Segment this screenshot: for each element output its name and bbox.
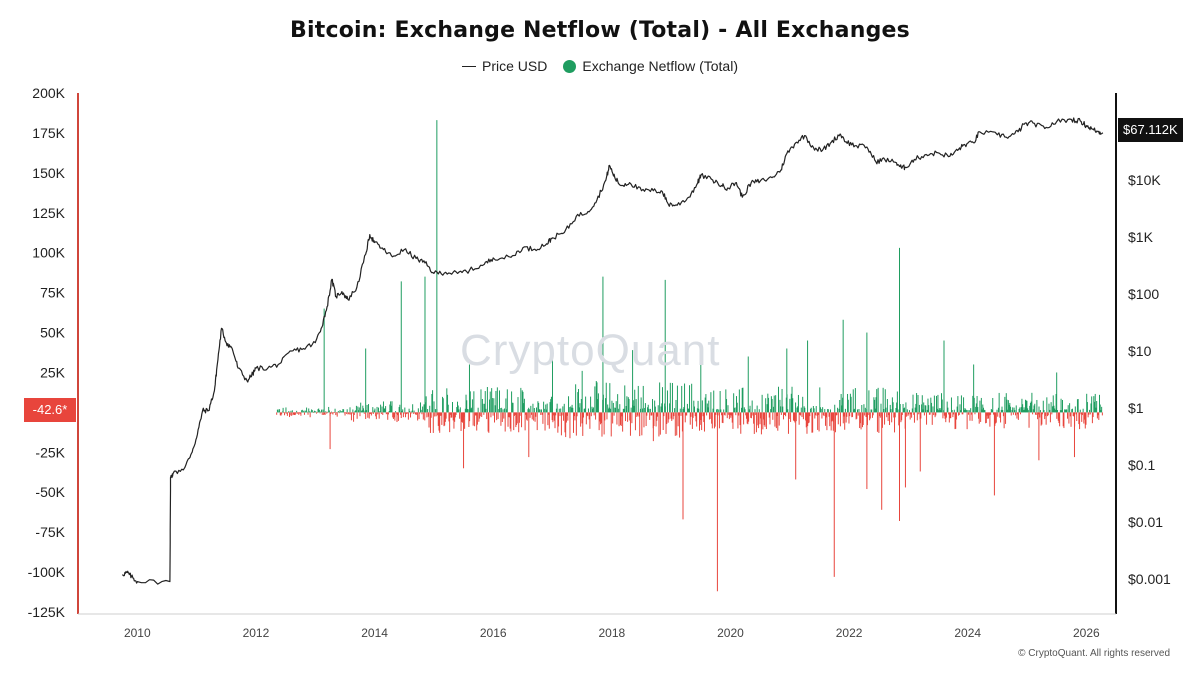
left-tick-label: 50K [40,325,66,341]
left-tick-label: 25K [40,364,66,380]
right-tick-label: $1 [1128,400,1144,416]
legend-item-price[interactable]: Price USD [462,58,547,74]
right-tick-label: $100 [1128,286,1159,302]
right-tick-label: $10K [1128,172,1161,188]
x-tick-label: 2018 [598,626,625,640]
right-tick-label: $1K [1128,229,1154,245]
legend-label-netflow: Exchange Netflow (Total) [582,58,738,74]
current-price-badge: $67.112K [1118,118,1183,142]
legend-label-price: Price USD [482,58,548,74]
right-tick-label: $0.1 [1128,457,1155,473]
price-line-group [122,117,1104,585]
legend-line-icon [462,65,476,67]
x-tick-label: 2020 [717,626,744,640]
right-tick-label: $0.001 [1128,571,1171,587]
legend-dot-icon [563,59,577,73]
x-tick-label: 2010 [124,626,151,640]
left-tick-label: -25K [35,444,65,460]
x-tick-label: 2024 [954,626,981,640]
left-tick-label: 150K [32,165,65,181]
x-tick-label: 2026 [1073,626,1100,640]
current-netflow-badge: -42.6* [24,398,76,422]
price-line [122,117,1104,585]
left-tick-label: -50K [35,484,65,500]
right-tick-label: $0.01 [1128,514,1163,530]
left-tick-label: -75K [35,524,65,540]
left-tick-label: 200K [32,85,65,101]
right-tick-label: $10 [1128,343,1152,359]
legend: Price USD Exchange Netflow (Total) [0,58,1200,74]
axes-group [77,93,1117,615]
axis-labels-group: 200K 175K 150K 125K 100K 75K 50K 25K -25K -50K -75… [28,85,1171,640]
copyright-text: © CryptoQuant. All rights reserved [1018,648,1170,659]
x-tick-label: 2022 [836,626,863,640]
left-tick-label: 75K [40,285,66,301]
left-tick-label: -100K [28,564,66,580]
netflow-bars-group [276,120,1103,592]
legend-item-netflow[interactable]: Exchange Netflow (Total) [563,58,738,74]
chart-title: Bitcoin: Exchange Netflow (Total) - All … [290,18,910,43]
x-tick-label: 2014 [361,626,388,640]
x-tick-label: 2012 [243,626,270,640]
left-tick-label: 100K [32,245,65,261]
left-tick-label: -125K [28,604,66,620]
left-tick-label: 125K [32,205,65,221]
left-tick-label: 175K [32,125,65,141]
watermark: CryptoQuant [460,326,721,375]
x-tick-label: 2016 [480,626,507,640]
